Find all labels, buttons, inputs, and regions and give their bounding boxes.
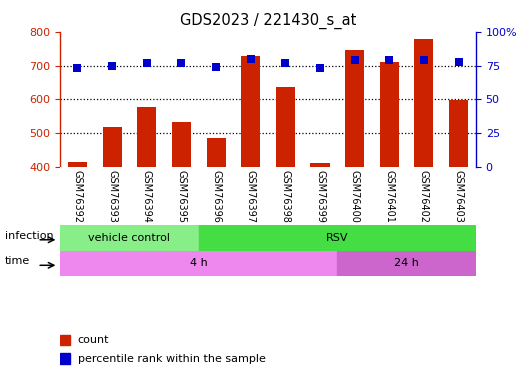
Bar [414, 39, 434, 167]
Bar [380, 62, 399, 167]
Point [212, 64, 220, 70]
Text: GSM76401: GSM76401 [384, 170, 394, 223]
Bar [207, 138, 225, 167]
Point [420, 57, 428, 63]
Bar [311, 164, 329, 167]
Text: RSV: RSV [326, 233, 349, 243]
Point [177, 60, 186, 66]
Point [316, 65, 324, 71]
Text: infection: infection [5, 231, 53, 241]
Text: time: time [5, 256, 30, 266]
Bar [60, 225, 199, 251]
Text: GSM76397: GSM76397 [246, 170, 256, 223]
Text: count: count [78, 335, 109, 345]
Point [246, 56, 255, 62]
Text: GSM76392: GSM76392 [73, 170, 83, 223]
Bar [199, 225, 476, 251]
Text: GSM76396: GSM76396 [211, 170, 221, 223]
Text: GSM76402: GSM76402 [419, 170, 429, 223]
Bar [68, 162, 87, 167]
Bar [172, 122, 191, 167]
Bar [137, 107, 156, 167]
Point [108, 63, 116, 69]
Bar [241, 56, 260, 167]
Title: GDS2023 / 221430_s_at: GDS2023 / 221430_s_at [180, 13, 356, 29]
Text: GSM76400: GSM76400 [350, 170, 360, 223]
Bar [276, 87, 295, 167]
Text: 24 h: 24 h [394, 258, 419, 268]
Bar [60, 334, 70, 345]
Text: GSM76398: GSM76398 [280, 170, 290, 223]
Point [454, 58, 463, 64]
Text: 4 h: 4 h [190, 258, 208, 268]
Text: GSM76394: GSM76394 [142, 170, 152, 223]
Text: vehicle control: vehicle control [88, 233, 170, 243]
Text: GSM76403: GSM76403 [453, 170, 463, 223]
Bar [60, 251, 337, 276]
Point [385, 57, 393, 63]
Bar [60, 353, 70, 364]
Text: GSM76393: GSM76393 [107, 170, 117, 223]
Point [350, 57, 359, 63]
Text: GSM76399: GSM76399 [315, 170, 325, 223]
Point [73, 65, 82, 71]
Bar [449, 100, 468, 167]
Point [281, 60, 290, 66]
Text: percentile rank within the sample: percentile rank within the sample [78, 354, 266, 363]
Bar [345, 51, 364, 167]
Text: GSM76395: GSM76395 [176, 170, 186, 223]
Bar [337, 251, 476, 276]
Point [143, 60, 151, 66]
Bar [103, 128, 122, 167]
